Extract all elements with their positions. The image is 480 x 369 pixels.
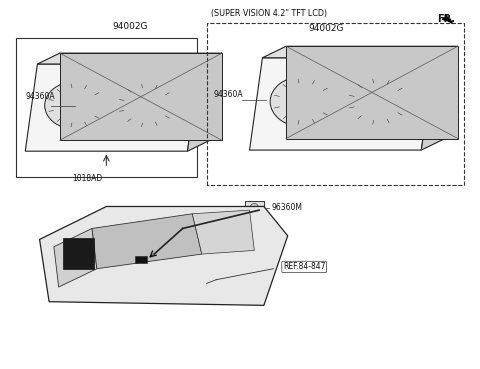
Polygon shape (192, 210, 254, 254)
Text: (SUPER VISION 4.2" TFT LCD): (SUPER VISION 4.2" TFT LCD) (211, 9, 327, 18)
Polygon shape (92, 214, 202, 269)
Polygon shape (250, 58, 434, 150)
Polygon shape (25, 64, 200, 151)
Polygon shape (60, 53, 222, 140)
Polygon shape (286, 46, 458, 138)
Polygon shape (443, 18, 452, 23)
Bar (245, 201, 264, 212)
Bar (63, 238, 95, 269)
Circle shape (45, 82, 107, 130)
Polygon shape (188, 53, 222, 151)
Text: 94360A: 94360A (214, 90, 243, 99)
Text: 94002G: 94002G (308, 24, 344, 32)
Text: 94360A: 94360A (25, 92, 55, 101)
Polygon shape (37, 53, 222, 64)
Polygon shape (421, 46, 458, 150)
Text: 94002G: 94002G (112, 22, 148, 31)
Polygon shape (54, 228, 97, 287)
Circle shape (270, 76, 336, 127)
Bar (135, 256, 147, 263)
Bar (335, 92, 349, 111)
Text: REF.84-847: REF.84-847 (283, 262, 325, 272)
Polygon shape (263, 46, 458, 58)
Text: 96360M: 96360M (271, 203, 302, 212)
Circle shape (345, 76, 411, 127)
Circle shape (115, 82, 178, 130)
Polygon shape (39, 207, 288, 306)
Circle shape (251, 204, 258, 209)
Text: 1018AD: 1018AD (72, 173, 102, 183)
Text: FR.: FR. (437, 14, 455, 24)
